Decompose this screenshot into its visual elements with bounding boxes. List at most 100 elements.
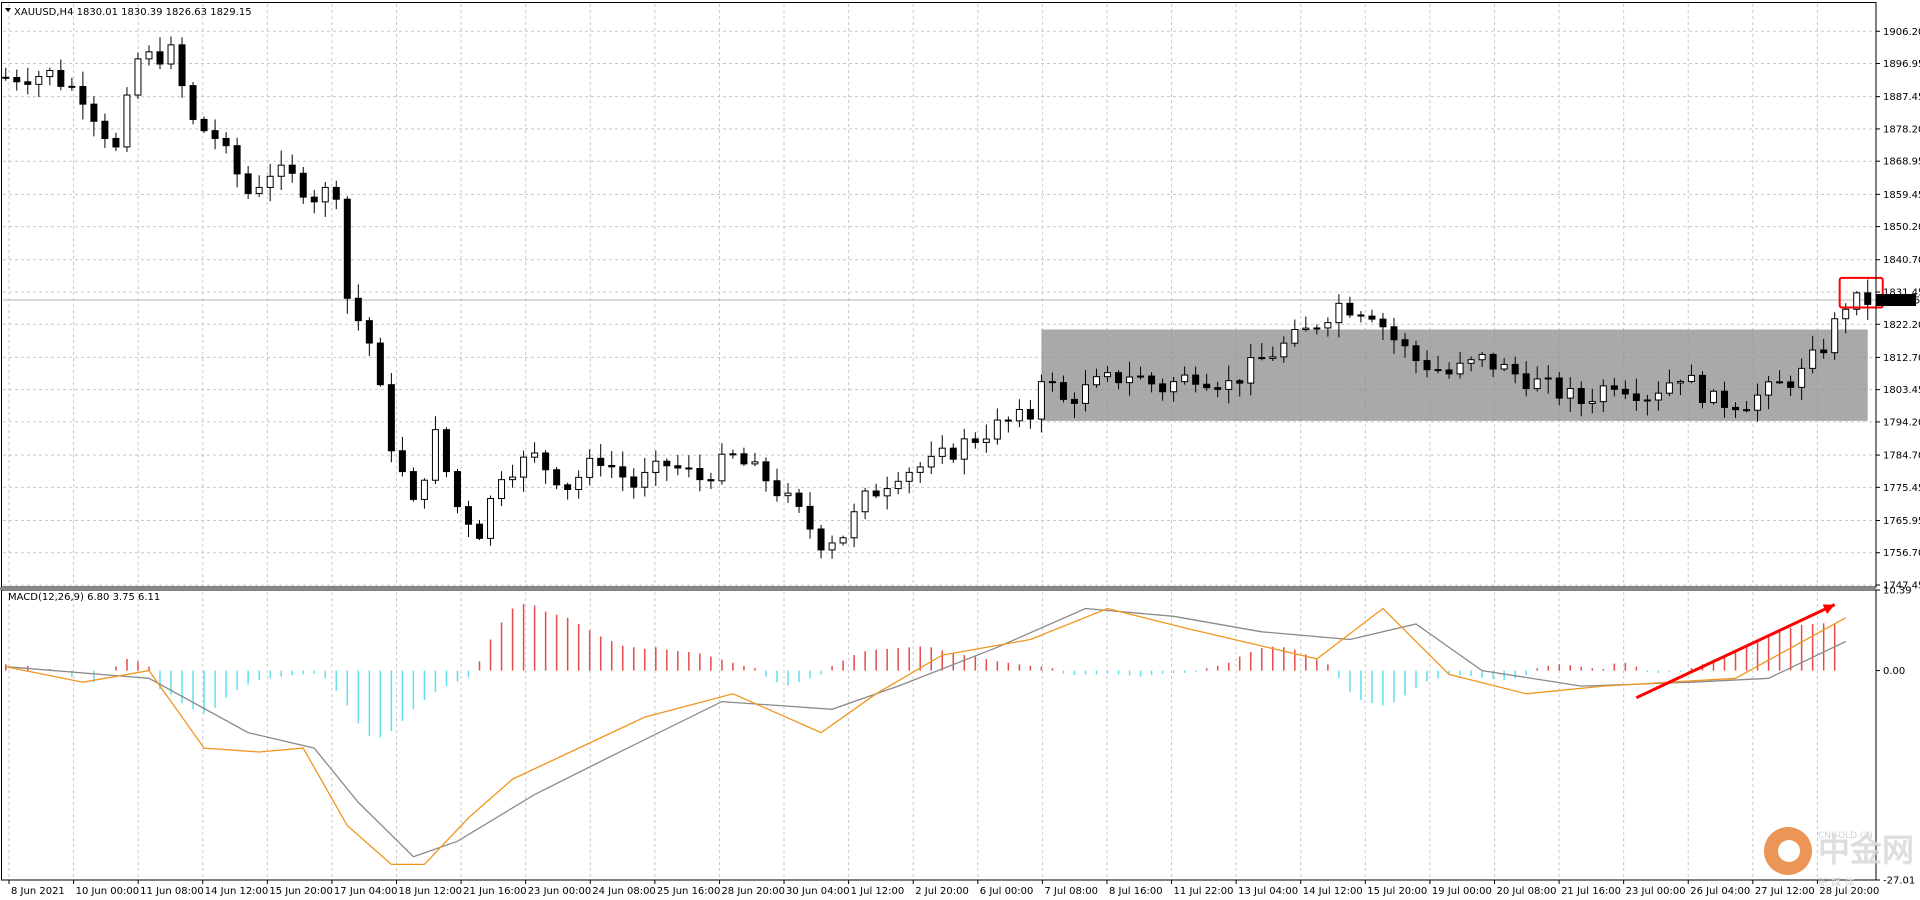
- candle-body: [1676, 380, 1684, 384]
- candle-body: [663, 460, 671, 467]
- current-price-label: 1829.15: [1879, 296, 1920, 307]
- candle-body: [211, 130, 219, 139]
- candle-body: [1732, 406, 1740, 411]
- candle-body: [1258, 357, 1266, 360]
- candle-body: [1412, 345, 1420, 362]
- candle-body: [905, 471, 913, 482]
- collapse-triangle-icon[interactable]: [5, 8, 11, 12]
- candle-body: [46, 70, 54, 78]
- time-tick-label: 24 Jun 08:00: [592, 886, 656, 897]
- candle-body: [1698, 374, 1706, 403]
- candle-body: [1798, 367, 1806, 388]
- candle-body: [79, 85, 87, 105]
- time-tick-label: 28 Jun 20:00: [721, 886, 785, 897]
- candle-body: [24, 81, 32, 85]
- candle-body: [1148, 375, 1156, 385]
- candle-body: [1544, 377, 1552, 380]
- candle-body: [520, 456, 528, 478]
- range-box: [1041, 329, 1868, 421]
- time-tick-label: 10 Jun 00:00: [76, 886, 140, 897]
- candle-body: [1379, 318, 1387, 328]
- candle-body: [1434, 369, 1442, 372]
- price-tick-label: 1822.20: [1883, 320, 1920, 331]
- candle-body: [1709, 390, 1717, 403]
- candle-body: [729, 453, 737, 456]
- candle-body: [1654, 392, 1662, 401]
- candle-body: [244, 173, 252, 194]
- time-tick-label: 26 Jul 04:00: [1690, 886, 1750, 897]
- highlight-box: [1838, 276, 1884, 309]
- candle-body: [1192, 374, 1200, 385]
- candle-body: [398, 450, 406, 473]
- candle-body: [101, 120, 109, 139]
- macd-title: MACD(12,26,9) 6.80 3.75 6.11: [8, 592, 160, 603]
- candle-body: [1269, 356, 1277, 359]
- candle-body: [1522, 373, 1530, 390]
- time-tick-label: 18 Jun 12:00: [399, 886, 463, 897]
- candle-body: [498, 479, 506, 500]
- candle-body: [619, 466, 627, 478]
- time-tick-label: 25 Jun 16:00: [657, 886, 721, 897]
- candle-body: [1467, 359, 1475, 364]
- candle-body: [630, 476, 638, 488]
- candle-body: [266, 175, 274, 188]
- candle-body: [1059, 382, 1067, 400]
- candle-body: [1093, 376, 1101, 386]
- candle-body: [420, 479, 428, 500]
- candle-body: [1313, 327, 1321, 330]
- candle-body: [740, 453, 748, 465]
- annotation-layer: [1635, 276, 1884, 700]
- candle-body: [1401, 339, 1409, 347]
- macd-main-line: [5, 607, 1847, 866]
- price-tick-label: 1812.70: [1883, 353, 1920, 364]
- candle-body: [354, 297, 362, 322]
- candle-body: [1368, 315, 1376, 320]
- candle-body: [641, 471, 649, 488]
- candle-body: [255, 186, 263, 194]
- candle-body: [1335, 302, 1343, 324]
- candle-body: [1104, 372, 1112, 378]
- price-tick-label: 1859.45: [1883, 190, 1920, 201]
- time-tick-label: 14 Jun 12:00: [205, 886, 269, 897]
- candle-body: [1170, 381, 1178, 393]
- time-tick-label: 1 Jul 12:00: [851, 886, 905, 897]
- time-tick-label: 21 Jul 16:00: [1561, 886, 1621, 897]
- candle-body: [1070, 398, 1078, 404]
- candle-body: [1291, 329, 1299, 344]
- time-tick-label: 17 Jun 04:00: [334, 886, 398, 897]
- candle-body: [442, 429, 450, 473]
- candle-body: [1665, 382, 1673, 394]
- price-panel-frame: [1, 2, 1877, 588]
- time-tick-label: 13 Jul 04:00: [1238, 886, 1298, 897]
- candle-body: [553, 469, 561, 486]
- candle-body: [189, 85, 197, 120]
- candle-body: [608, 464, 616, 468]
- range-box-layer: [1041, 329, 1868, 421]
- candle-body: [1853, 292, 1861, 310]
- candle-body: [332, 186, 340, 200]
- candle-body: [1236, 380, 1244, 384]
- current-price-badge: [1876, 294, 1916, 307]
- candle-body: [112, 137, 120, 148]
- price-tick-label: 1794.20: [1883, 417, 1920, 428]
- candle-body: [2, 76, 10, 79]
- candle-body: [57, 70, 65, 87]
- watermark: 中金网 CNGOLD.CN 新 媒 体: [1764, 827, 1914, 889]
- cngold-logo-inner: [1778, 840, 1800, 862]
- candle-body: [575, 476, 583, 491]
- macd-tick-label: 10.39: [1883, 586, 1912, 597]
- candle-body: [277, 164, 285, 177]
- candle-body: [1621, 388, 1629, 395]
- candle-body: [1743, 409, 1751, 412]
- price-tick-label: 1896.95: [1883, 59, 1920, 70]
- price-tick-label: 1784.70: [1883, 451, 1920, 462]
- time-tick-label: 19 Jul 00:00: [1432, 886, 1492, 897]
- candle-body: [773, 480, 781, 497]
- candle-body: [310, 196, 318, 203]
- candle-body: [376, 342, 384, 386]
- time-tick-label: 11 Jul 22:00: [1174, 886, 1234, 897]
- candle-body: [233, 145, 241, 175]
- candle-body: [894, 480, 902, 490]
- candle-body: [134, 58, 142, 96]
- candle-body: [597, 457, 605, 466]
